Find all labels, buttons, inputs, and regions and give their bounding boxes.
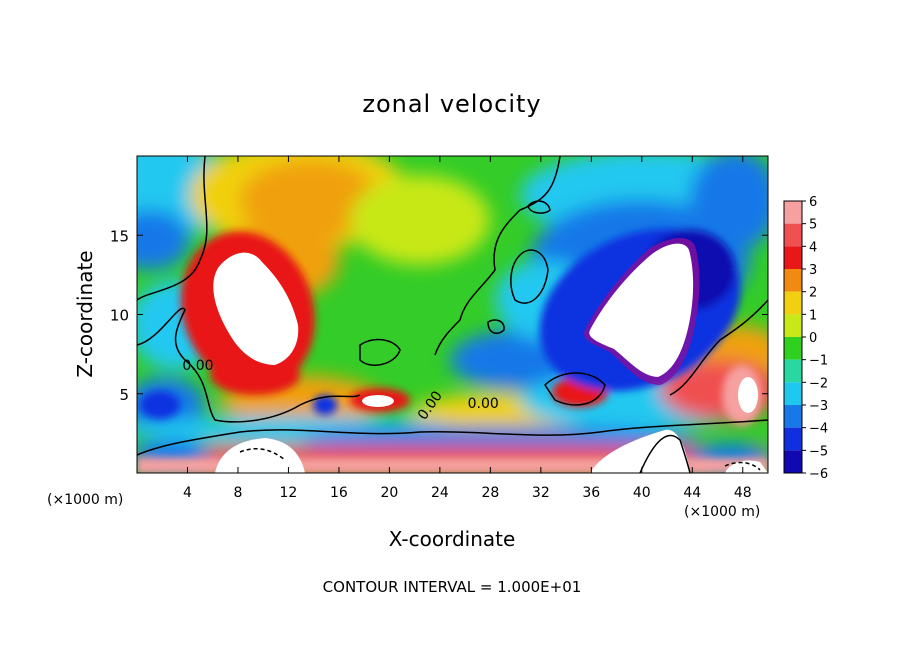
colorbar-swatch	[784, 201, 802, 224]
colorbar-label: −1	[809, 354, 828, 369]
contour-interval-label: CONTOUR INTERVAL = 1.000E+01	[323, 578, 582, 596]
y-tick-label: 10	[110, 307, 129, 325]
x-unit-left: (×1000 m)	[47, 492, 123, 508]
x-tick-label: 16	[330, 485, 348, 501]
colorbar-label: 4	[809, 240, 817, 255]
colorbar-label: −2	[809, 376, 828, 391]
y-tick-label: 5	[119, 386, 129, 404]
x-tick-label: 32	[532, 485, 550, 501]
contour-label: 0.00	[468, 396, 499, 412]
colorbar-label: −3	[809, 399, 828, 414]
x-tick-label: 48	[734, 485, 752, 501]
colorbar-label: 0	[809, 331, 817, 346]
x-axis: 4 8 12 16 20 24 28 32 36 40 44 48	[183, 156, 752, 501]
colorbar-swatch	[784, 359, 802, 383]
y-axis: 5 10 15	[110, 227, 768, 404]
y-axis-label: Z-coordinate	[73, 250, 97, 377]
colorbar-swatch	[784, 450, 802, 473]
colorbar: 6 5 4 3 2 1 0 −1 −2 −3 −4 −5 −6	[783, 195, 828, 482]
x-tick-label: 28	[481, 485, 499, 501]
colorbar-swatch	[784, 223, 802, 247]
colorbar-swatch	[784, 269, 802, 292]
x-tick-label: 44	[683, 485, 701, 501]
x-unit-right: (×1000 m)	[684, 504, 760, 520]
colorbar-label: 1	[809, 308, 817, 323]
colorbar-label: 5	[809, 218, 817, 233]
colorbar-label: −5	[809, 444, 828, 459]
colorbar-swatch	[784, 382, 802, 405]
colorbar-label: −4	[809, 422, 828, 437]
contour-label: 0.00	[182, 358, 213, 374]
heatmap-field	[137, 156, 768, 473]
colorbar-label: 2	[809, 286, 817, 301]
x-tick-label: 20	[380, 485, 398, 501]
colorbar-label: 3	[809, 263, 817, 278]
colorbar-swatch	[784, 427, 802, 451]
colorbar-label: −6	[809, 467, 828, 482]
x-tick-label: 4	[183, 485, 192, 501]
x-tick-label: 24	[431, 485, 449, 501]
y-tick-label: 15	[110, 227, 129, 245]
x-axis-label: X-coordinate	[389, 527, 516, 551]
x-tick-label: 12	[280, 485, 298, 501]
zero-contours	[137, 156, 768, 473]
x-tick-label: 8	[233, 485, 242, 501]
colorbar-swatch	[784, 405, 802, 428]
colorbar-swatch	[784, 314, 802, 337]
colorbar-swatch	[784, 337, 802, 360]
x-tick-label: 40	[633, 485, 651, 501]
colorbar-label: 6	[809, 195, 817, 210]
colorbar-swatch	[784, 291, 802, 315]
chart-title: zonal velocity	[362, 90, 541, 118]
x-tick-label: 36	[582, 485, 600, 501]
colorbar-swatch	[784, 246, 802, 269]
